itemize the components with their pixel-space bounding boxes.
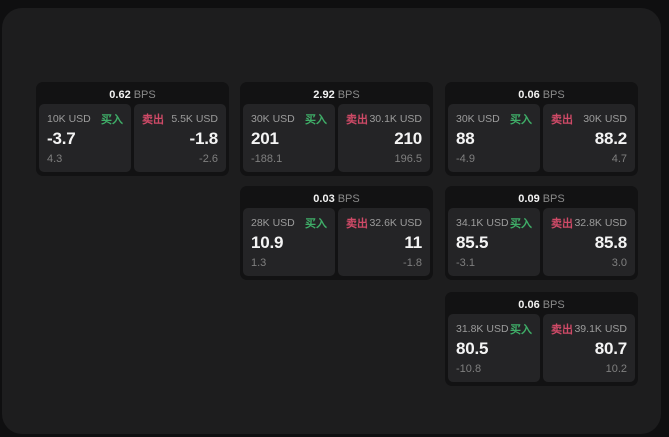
buy-size-label: 30K USD xyxy=(456,113,500,125)
quote-board: 0.62 BPS 10K USD 买入 -3.7 4.3 卖出 5.5K USD… xyxy=(2,8,661,434)
buy-price: 85.5 xyxy=(456,233,489,252)
sell-size-label: 30.1K USD xyxy=(369,113,422,125)
buy-change: -4.9 xyxy=(456,153,475,165)
spread-value: 0.03 xyxy=(313,192,335,205)
spread-header: 0.62 BPS xyxy=(39,85,226,104)
sell-size-label: 32.6K USD xyxy=(369,217,422,229)
buy-side-label: 买入 xyxy=(305,114,327,126)
bps-unit-label: BPS xyxy=(542,298,565,311)
buy-price: 10.9 xyxy=(251,233,284,252)
quote-panels: 31.8K USD 买入 80.5 -10.8 卖出 39.1K USD 80.… xyxy=(448,314,635,382)
quote-card: 0.06 BPS 31.8K USD 买入 80.5 -10.8 卖出 39.1… xyxy=(445,292,638,386)
spread-value: 0.06 xyxy=(518,298,540,311)
buy-change: -188.1 xyxy=(251,153,283,165)
spread-value: 0.09 xyxy=(518,192,540,205)
quote-panels: 34.1K USD 买入 85.5 -3.1 卖出 32.8K USD 85.8… xyxy=(448,208,635,276)
spread-header: 0.06 BPS xyxy=(448,295,635,314)
sell-change: -1.8 xyxy=(403,257,422,269)
bps-unit-label: BPS xyxy=(337,88,360,101)
spread-header: 0.06 BPS xyxy=(448,85,635,104)
sell-size-label: 32.8K USD xyxy=(574,217,627,229)
sell-change: 4.7 xyxy=(611,153,627,165)
sell-side-label: 卖出 xyxy=(346,218,368,230)
quote-card: 0.09 BPS 34.1K USD 买入 85.5 -3.1 卖出 32.8K… xyxy=(445,186,638,280)
spread-header: 0.03 BPS xyxy=(243,189,430,208)
buy-side-label: 买入 xyxy=(510,114,532,126)
bps-unit-label: BPS xyxy=(337,192,360,205)
buy-quote-tile[interactable]: 30K USD 买入 201 -188.1 xyxy=(243,104,335,172)
sell-quote-tile[interactable]: 卖出 30K USD 88.2 4.7 xyxy=(543,104,635,172)
buy-quote-tile[interactable]: 31.8K USD 买入 80.5 -10.8 xyxy=(448,314,540,382)
sell-price: 210 xyxy=(394,129,422,148)
buy-price: -3.7 xyxy=(47,129,76,148)
quote-panels: 10K USD 买入 -3.7 4.3 卖出 5.5K USD -1.8 -2.… xyxy=(39,104,226,172)
buy-price: 201 xyxy=(251,129,279,148)
sell-side-label: 卖出 xyxy=(551,114,573,126)
buy-size-label: 28K USD xyxy=(251,217,295,229)
sell-price: 11 xyxy=(404,233,422,252)
quote-card: 0.62 BPS 10K USD 买入 -3.7 4.3 卖出 5.5K USD… xyxy=(36,82,229,176)
spread-value: 2.92 xyxy=(313,88,335,101)
quote-panels: 30K USD 买入 88 -4.9 卖出 30K USD 88.2 4.7 xyxy=(448,104,635,172)
bps-unit-label: BPS xyxy=(133,88,156,101)
buy-quote-tile[interactable]: 28K USD 买入 10.9 1.3 xyxy=(243,208,335,276)
sell-quote-tile[interactable]: 卖出 39.1K USD 80.7 10.2 xyxy=(543,314,635,382)
sell-side-label: 卖出 xyxy=(346,114,368,126)
buy-size-label: 34.1K USD xyxy=(456,217,509,229)
sell-quote-tile[interactable]: 卖出 32.8K USD 85.8 3.0 xyxy=(543,208,635,276)
sell-size-label: 30K USD xyxy=(583,113,627,125)
sell-side-label: 卖出 xyxy=(551,324,573,336)
sell-change: 196.5 xyxy=(394,153,422,165)
quote-card: 2.92 BPS 30K USD 买入 201 -188.1 卖出 30.1K … xyxy=(240,82,433,176)
sell-price: -1.8 xyxy=(189,129,219,148)
sell-price: 80.7 xyxy=(594,339,627,358)
sell-change: -2.6 xyxy=(199,153,218,165)
quote-panels: 28K USD 买入 10.9 1.3 卖出 32.6K USD 11 -1.8 xyxy=(243,208,430,276)
buy-size-label: 30K USD xyxy=(251,113,295,125)
buy-side-label: 买入 xyxy=(510,218,532,230)
sell-change: 10.2 xyxy=(605,363,627,375)
sell-price: 85.8 xyxy=(594,233,627,252)
buy-change: -10.8 xyxy=(456,363,482,375)
buy-size-label: 10K USD xyxy=(47,113,91,125)
sell-price: 88.2 xyxy=(594,129,627,148)
buy-side-label: 买入 xyxy=(510,324,532,336)
buy-price: 88 xyxy=(456,129,475,148)
buy-side-label: 买入 xyxy=(101,114,123,126)
buy-change: 4.3 xyxy=(47,153,63,165)
buy-side-label: 买入 xyxy=(305,218,327,230)
bps-unit-label: BPS xyxy=(542,88,565,101)
buy-size-label: 31.8K USD xyxy=(456,323,509,335)
sell-quote-tile[interactable]: 卖出 5.5K USD -1.8 -2.6 xyxy=(134,104,226,172)
buy-change: -3.1 xyxy=(456,257,475,269)
quote-card: 0.03 BPS 28K USD 买入 10.9 1.3 卖出 32.6K US… xyxy=(240,186,433,280)
buy-price: 80.5 xyxy=(456,339,489,358)
buy-quote-tile[interactable]: 34.1K USD 买入 85.5 -3.1 xyxy=(448,208,540,276)
sell-quote-tile[interactable]: 卖出 32.6K USD 11 -1.8 xyxy=(338,208,430,276)
sell-size-label: 39.1K USD xyxy=(574,323,627,335)
sell-change: 3.0 xyxy=(611,257,627,269)
sell-quote-tile[interactable]: 卖出 30.1K USD 210 196.5 xyxy=(338,104,430,172)
buy-quote-tile[interactable]: 30K USD 买入 88 -4.9 xyxy=(448,104,540,172)
spread-value: 0.62 xyxy=(109,88,131,101)
sell-side-label: 卖出 xyxy=(551,218,573,230)
bps-unit-label: BPS xyxy=(542,192,565,205)
quote-panels: 30K USD 买入 201 -188.1 卖出 30.1K USD 210 1… xyxy=(243,104,430,172)
spread-value: 0.06 xyxy=(518,88,540,101)
buy-change: 1.3 xyxy=(251,257,267,269)
spread-header: 0.09 BPS xyxy=(448,189,635,208)
buy-quote-tile[interactable]: 10K USD 买入 -3.7 4.3 xyxy=(39,104,131,172)
spread-header: 2.92 BPS xyxy=(243,85,430,104)
sell-size-label: 5.5K USD xyxy=(171,113,218,125)
quote-card: 0.06 BPS 30K USD 买入 88 -4.9 卖出 30K USD 8… xyxy=(445,82,638,176)
sell-side-label: 卖出 xyxy=(142,114,164,126)
